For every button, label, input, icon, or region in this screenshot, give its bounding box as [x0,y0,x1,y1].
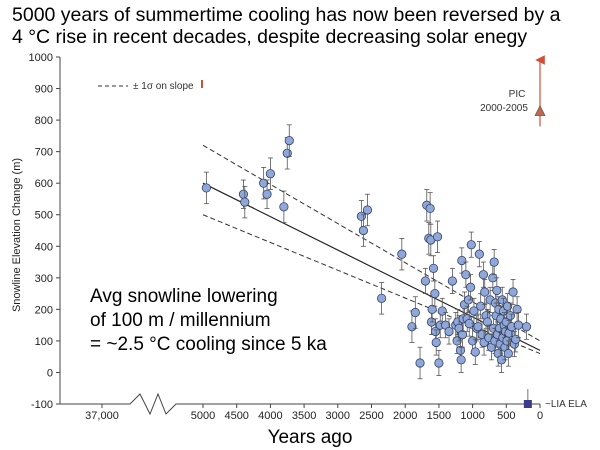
data-point [444,326,454,337]
data-point [469,306,479,316]
y-tick-label: 400 [35,241,53,253]
data-point [455,345,466,355]
data-point [428,263,439,273]
data-point [265,169,275,179]
data-point [512,304,522,314]
data-point [427,304,437,314]
x-tick-label: 5000 [191,410,215,422]
data-point [415,358,425,368]
pic-label: PIC [509,89,526,100]
data-point [240,197,250,207]
data-point [478,270,488,280]
data-point [358,225,369,236]
data-point [511,334,521,344]
data-point [456,355,466,365]
sigma-lower-line [202,214,541,354]
x-tick-label: 0 [537,410,543,422]
data-point [508,287,518,297]
x-axis-label: Years ago [268,427,353,448]
data-point [201,183,211,193]
data-point [489,257,499,267]
x-tick-label: 1000 [460,410,484,422]
data-point [432,232,443,242]
data-point [437,306,447,316]
lia-label: ~LIA ELA [545,399,587,410]
y-tick-label: 500 [35,210,53,222]
data-point [492,285,502,296]
data-point [425,203,435,214]
data-point [279,202,289,212]
data-point [521,322,532,332]
y-tick-label: -100 [31,399,53,411]
data-point [397,249,407,259]
data-point [447,276,457,286]
data-point [473,322,483,332]
data-point [470,347,480,357]
data-point [466,240,476,250]
data-point [434,358,444,368]
data-point [513,320,524,330]
y-tick-label: 100 [35,336,53,348]
pic-years-label: 2000-2005 [480,103,528,114]
y-tick-label: 900 [35,84,53,96]
x-tick-label: 500 [497,410,515,422]
x-tick-label: 4500 [224,410,248,422]
data-point [420,276,431,286]
y-tick-label: 800 [35,115,53,127]
y-tick-label: 1000 [29,52,53,64]
x-tick-label: 3500 [292,410,316,422]
data-point [238,189,249,199]
pic-marker [534,104,546,116]
annotation-line-1: Avg snowline lowering [90,286,278,307]
y-tick-label: 0 [47,367,53,379]
data-point [407,322,417,332]
chart-title: 5000 years of summertime cooling has now… [12,4,597,48]
data-point [262,189,272,199]
data-point [497,295,507,305]
data-point [284,135,294,146]
legend-label: ± 1σ on slope [133,81,194,92]
data-point [476,301,486,311]
data-point [259,178,269,188]
data-point [505,311,515,321]
data-point [410,307,420,318]
data-point [474,249,484,259]
y-axis-label: Snowline Elevation Change (m) [11,158,23,312]
x-tick-label: 1500 [427,410,451,422]
data-point [457,329,468,340]
x-tick-label: 3000 [326,410,350,422]
data-point [457,255,467,266]
annotation-line-2: of 100 m / millennium [90,310,271,331]
x-break-tick-label: 37,000 [85,410,119,422]
annotation-line-3: = ~2.5 °C cooling since 5 ka [90,334,327,355]
y-tick-label: 600 [35,178,53,190]
data-point [503,301,513,311]
y-tick-label: 700 [35,147,53,159]
data-point [430,326,441,337]
data-point [377,293,387,303]
data-point [465,282,476,292]
x-axis-line [60,392,540,416]
data-point [431,337,441,348]
data-point [430,288,440,299]
title-line-2: 4 °C rise in recent decades, despite dec… [12,26,528,48]
x-tick-label: 2000 [393,410,417,422]
title-line-1: 5000 years of summertime cooling has now… [12,4,561,26]
y-tick-label: 200 [35,304,53,316]
lia-marker [523,400,532,408]
data-point [362,205,373,215]
data-point [482,317,493,327]
x-tick-label: 2500 [359,410,383,422]
x-tick-label: 4000 [258,410,282,422]
data-point [480,287,490,297]
data-point [503,348,513,359]
y-tick-label: 300 [35,273,53,285]
